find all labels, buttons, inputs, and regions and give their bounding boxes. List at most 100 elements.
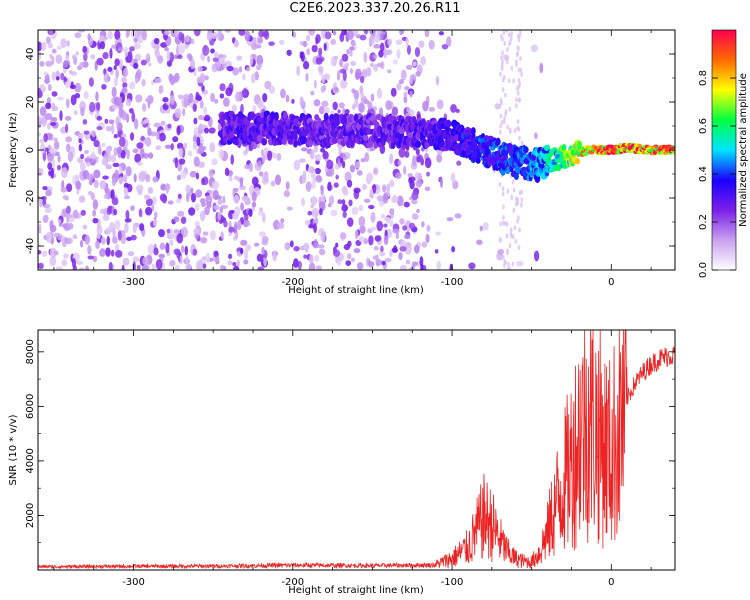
spectrogram-cell [311,211,319,218]
spectrogram-cell [254,242,260,247]
spectrogram-cell [110,249,115,257]
spectrogram-cell [153,247,159,256]
spectrogram-cell [160,120,166,126]
spectrogram-cell [140,59,147,66]
spectrogram-cell [202,263,207,269]
spectrogram-cell [186,192,190,203]
spectrogram-cell [409,90,413,98]
spectrogram-cell [439,178,444,189]
spectrogram-cell [240,247,244,255]
spectrogram-cell [520,140,524,146]
spectrogram-cell [90,192,95,201]
spectrogram-cell [43,78,50,84]
spectrogram-cell [323,106,330,114]
spectrogram-cell [502,220,505,226]
spectrogram-cell [145,53,150,59]
spectrogram-cell [61,179,65,190]
spectrogram-cell [510,31,513,37]
spectrogram-cell [307,210,313,216]
spectrogram-cell [191,192,197,203]
spectrogram-cell [199,100,204,109]
spectrogram-cell [64,77,68,82]
spectrogram-cell [151,204,155,212]
spectrogram-cell [309,149,315,160]
spectrogram-cell [125,98,132,107]
figure-title: C2E6.2023.337.20.26.R11 [289,1,461,16]
spectrogram-cell [219,264,226,270]
spectrogram-ridge-cell [331,137,339,144]
spectrogram-cell [322,150,329,160]
spectrogram-cell [322,84,327,92]
spectrogram-cell [407,173,413,178]
spectrogram-cell [308,254,314,265]
spectrogram-cell [513,128,517,134]
spectrogram-cell [103,194,109,199]
spectrogram-cell [153,122,161,128]
spectrogram-cell [74,82,82,93]
spectrogram-ridge-cell [465,129,472,137]
spectrogram-cell [321,231,326,237]
spectrogram-cell [519,56,522,62]
spectrogram-cell [87,255,95,260]
spectrogram-cell [134,153,142,163]
spectrogram-cell [389,219,394,227]
snr-y-tick-label: 2000 [25,503,36,528]
spectrogram-cell [258,231,266,237]
spectrogram-cell [244,30,251,42]
spectrogram-cell [66,213,70,224]
spectrogram-cell [145,97,150,103]
spectrogram-cell [504,259,507,265]
spectrogram-cell [393,194,397,203]
spectrogram-cell [402,225,408,231]
spectrogram-cell [153,218,157,227]
spectrogram-cell [515,97,518,103]
spectrogram-cell [66,237,73,245]
spectrogram-cell [142,264,150,270]
spectrogram-cell [41,118,47,127]
spectrogram-cell [383,223,388,228]
spectrogram-cell [351,206,359,216]
spectrogram-cell [258,207,264,213]
spectrogram-cell [449,263,454,270]
spectrogram-cell [408,267,416,270]
spectrogram-cell [400,69,407,81]
spectrogram-cell [222,195,226,204]
spectrogram-cell [511,179,515,185]
spectrogram-cell [293,245,300,252]
spectrogram-cell [116,146,123,154]
spectrogram-cell [155,259,163,270]
spectrogram-cell [289,240,294,248]
spectrogram-ridge-cell [543,144,551,151]
spectrogram-cell [89,101,96,113]
spectrogram-cell [280,88,286,99]
spectrogram-cell [283,190,291,198]
spectrogram-cell [78,132,84,139]
spectrogram-cell [506,188,510,194]
spectrogram-cell [47,162,53,171]
spectrogram-cell [355,161,360,169]
spectrogram-cell [180,216,187,224]
spectrogram-cell [92,199,99,210]
spectrogram-cell [118,176,124,185]
spectrogram-cell [108,261,113,270]
spectrogram-cell [405,64,413,70]
spectrogram-cell [530,44,539,53]
spectrogram-cell [298,158,306,163]
spectrogram-cell [151,263,156,270]
spectrogram-cell [56,45,62,51]
spectrogram-cell [391,247,399,253]
spectrogram-cell [50,167,54,179]
spectrogram-cell [153,37,160,45]
spectrogram-cell [51,102,56,112]
spectrogram-cell [39,106,47,117]
spectrogram-cell [225,87,233,97]
spectrogram-cell [173,229,180,234]
spectrogram-cell [403,201,410,208]
spectrogram-cell [39,139,44,144]
spectrogram-cell [411,199,418,205]
spectrogram-cell [243,249,249,260]
spectrogram-cell [502,254,505,260]
spectrogram-cell [45,102,52,110]
spectrogram-cell [339,32,345,42]
spectrogram-cell [428,106,436,112]
